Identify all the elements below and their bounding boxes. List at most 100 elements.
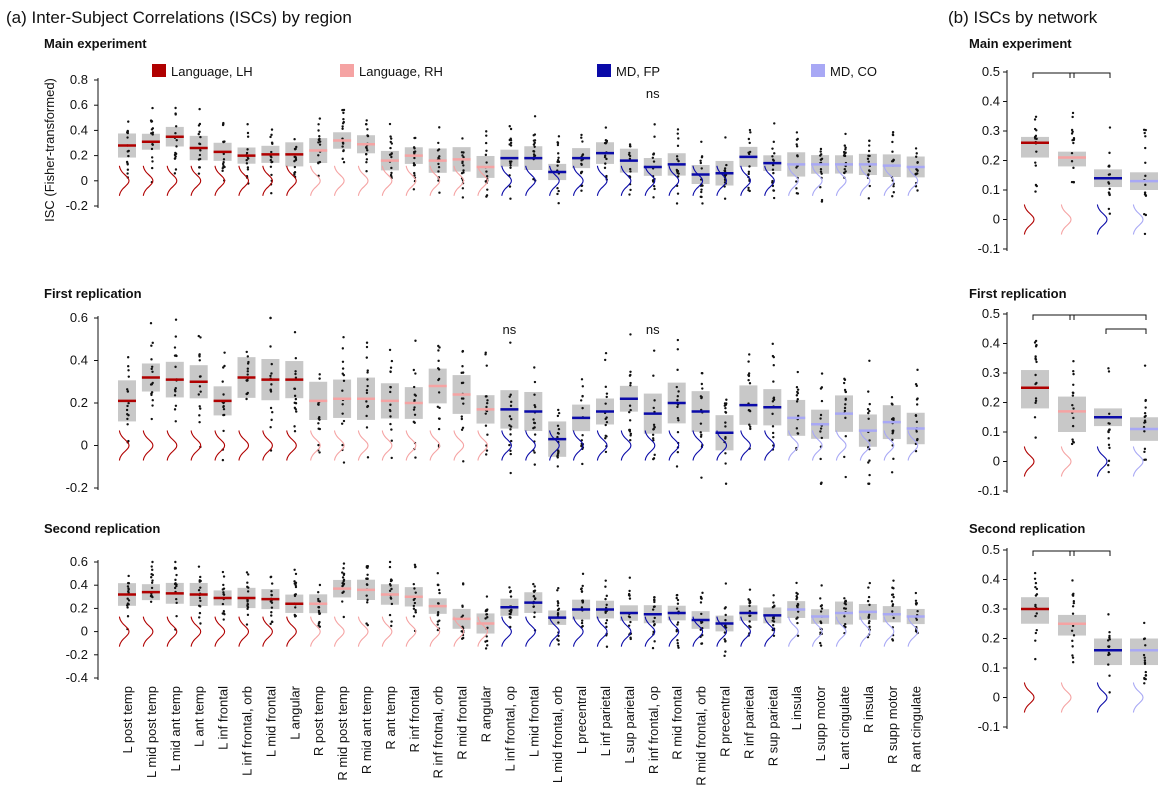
y-tick-label-a2-1: -0.2 bbox=[66, 647, 88, 662]
data-point-0-0-11 bbox=[127, 120, 130, 123]
data-point-1-4-0 bbox=[221, 380, 224, 383]
net-point-2-1-15 bbox=[1072, 600, 1076, 603]
data-point-0-21-12 bbox=[629, 188, 632, 192]
data-point-2-20-15 bbox=[605, 619, 609, 622]
data-point-2-15-12 bbox=[485, 635, 488, 638]
data-point-1-28-6 bbox=[796, 388, 800, 391]
data-point-0-27-14 bbox=[772, 140, 775, 144]
data-point-0-9-11 bbox=[341, 157, 344, 161]
category-label-23: R mid frontal bbox=[670, 686, 685, 760]
y-tick-label-b2-6: 0.5 bbox=[982, 542, 1000, 557]
significance-bracket-2-1 bbox=[1069, 550, 1111, 556]
data-point-0-33-15 bbox=[915, 152, 918, 155]
density-curve-2-14 bbox=[453, 616, 465, 647]
data-point-2-15-13 bbox=[485, 639, 489, 643]
density-curve-1-8 bbox=[310, 430, 321, 461]
data-point-1-32-12 bbox=[891, 430, 895, 434]
data-point-2-25-6 bbox=[723, 654, 726, 658]
data-point-2-30-11 bbox=[844, 625, 847, 629]
density-curve-0-21 bbox=[620, 165, 632, 196]
data-point-2-10-6 bbox=[366, 577, 369, 581]
data-point-2-27-13 bbox=[772, 601, 775, 604]
category-label-16: L inf frontal, op bbox=[502, 686, 517, 772]
data-point-2-12-13 bbox=[412, 604, 416, 608]
data-point-1-11-8 bbox=[388, 408, 392, 412]
data-point-1-24-6 bbox=[700, 382, 704, 386]
net-point-1-3-1 bbox=[1142, 425, 1146, 429]
data-point-2-31-8 bbox=[868, 603, 871, 607]
net-point-0-3-12 bbox=[1143, 212, 1146, 216]
data-point-2-17-13 bbox=[533, 615, 536, 619]
data-point-1-26-8 bbox=[749, 425, 752, 428]
density-curve-2-13 bbox=[429, 616, 441, 647]
data-point-1-16-3 bbox=[509, 425, 513, 428]
data-point-0-10-10 bbox=[365, 152, 368, 156]
data-point-1-15-7 bbox=[484, 412, 487, 415]
data-point-2-29-9 bbox=[819, 610, 823, 613]
data-point-1-19-5 bbox=[581, 406, 584, 410]
data-point-1-10-10 bbox=[366, 378, 369, 381]
data-point-2-22-2 bbox=[651, 608, 655, 611]
data-point-1-22-5 bbox=[653, 453, 656, 457]
data-point-2-21-6 bbox=[627, 592, 631, 596]
data-point-0-18-11 bbox=[557, 156, 560, 159]
net-point-2-2-7 bbox=[1107, 613, 1110, 616]
data-point-0-25-7 bbox=[723, 167, 727, 170]
data-point-1-26-3 bbox=[747, 360, 750, 363]
data-point-2-18-11 bbox=[557, 607, 561, 611]
data-point-0-27-10 bbox=[773, 152, 776, 155]
data-point-1-1-10 bbox=[149, 322, 153, 325]
data-point-2-25-9 bbox=[724, 640, 727, 643]
data-point-1-8-9 bbox=[317, 403, 320, 406]
data-point-2-18-13 bbox=[557, 643, 560, 646]
data-point-1-2-7 bbox=[174, 365, 177, 369]
y-tick-label-a0-4: 0.6 bbox=[70, 97, 88, 112]
data-point-2-33-13 bbox=[914, 591, 918, 595]
data-point-0-24-14 bbox=[701, 184, 704, 187]
data-point-2-13-10 bbox=[436, 611, 440, 614]
data-point-1-27-5 bbox=[772, 364, 775, 367]
data-point-2-28-8 bbox=[795, 581, 798, 585]
data-point-2-5-10 bbox=[245, 623, 249, 626]
data-point-0-24-4 bbox=[700, 188, 703, 191]
density-curve-0-8 bbox=[310, 165, 321, 196]
data-point-0-29-10 bbox=[819, 170, 823, 173]
data-point-2-8-13 bbox=[317, 590, 320, 594]
data-point-2-7-14 bbox=[294, 614, 297, 618]
net-point-1-3-13 bbox=[1143, 421, 1146, 424]
legend-swatch-0 bbox=[152, 64, 166, 77]
data-point-2-4-15 bbox=[222, 593, 225, 596]
data-point-1-10-9 bbox=[366, 405, 369, 409]
net-point-2-0-14 bbox=[1033, 577, 1037, 580]
data-point-1-29-2 bbox=[820, 399, 824, 403]
data-point-1-6-5 bbox=[270, 372, 273, 375]
data-point-2-30-12 bbox=[843, 600, 847, 603]
density-curve-1-29 bbox=[811, 430, 823, 461]
data-point-1-15-15 bbox=[486, 433, 489, 436]
data-point-0-12-3 bbox=[412, 162, 416, 165]
net-point-2-1-6 bbox=[1071, 656, 1075, 659]
data-point-0-7-12 bbox=[293, 147, 297, 151]
data-point-2-3-5 bbox=[198, 604, 201, 607]
density-curve-1-19 bbox=[572, 430, 584, 461]
category-label-group-16: L inf frontal, op bbox=[502, 686, 517, 772]
data-point-1-16-14 bbox=[509, 433, 512, 436]
data-point-1-0-5 bbox=[127, 375, 130, 378]
data-point-2-31-15 bbox=[867, 586, 870, 589]
data-point-2-6-8 bbox=[270, 606, 274, 609]
data-point-1-16-6 bbox=[509, 400, 513, 404]
data-point-1-12-8 bbox=[413, 421, 416, 424]
data-point-0-20-15 bbox=[605, 157, 608, 161]
data-point-0-1-8 bbox=[150, 147, 154, 151]
significance-bracket-1-0 bbox=[1032, 314, 1075, 320]
data-point-2-4-11 bbox=[222, 610, 226, 613]
data-point-0-23-13 bbox=[676, 144, 680, 148]
data-point-0-6-8 bbox=[270, 141, 274, 144]
category-label-group-27: R sup parietal bbox=[765, 686, 780, 766]
net-point-1-3-15 bbox=[1144, 458, 1147, 461]
data-point-0-11-11 bbox=[390, 171, 393, 175]
density-curve-0-23 bbox=[668, 165, 680, 196]
data-point-1-3-8 bbox=[198, 385, 202, 388]
category-label-20: L inf parietal bbox=[598, 686, 613, 756]
density-curve-0-15 bbox=[477, 165, 489, 196]
